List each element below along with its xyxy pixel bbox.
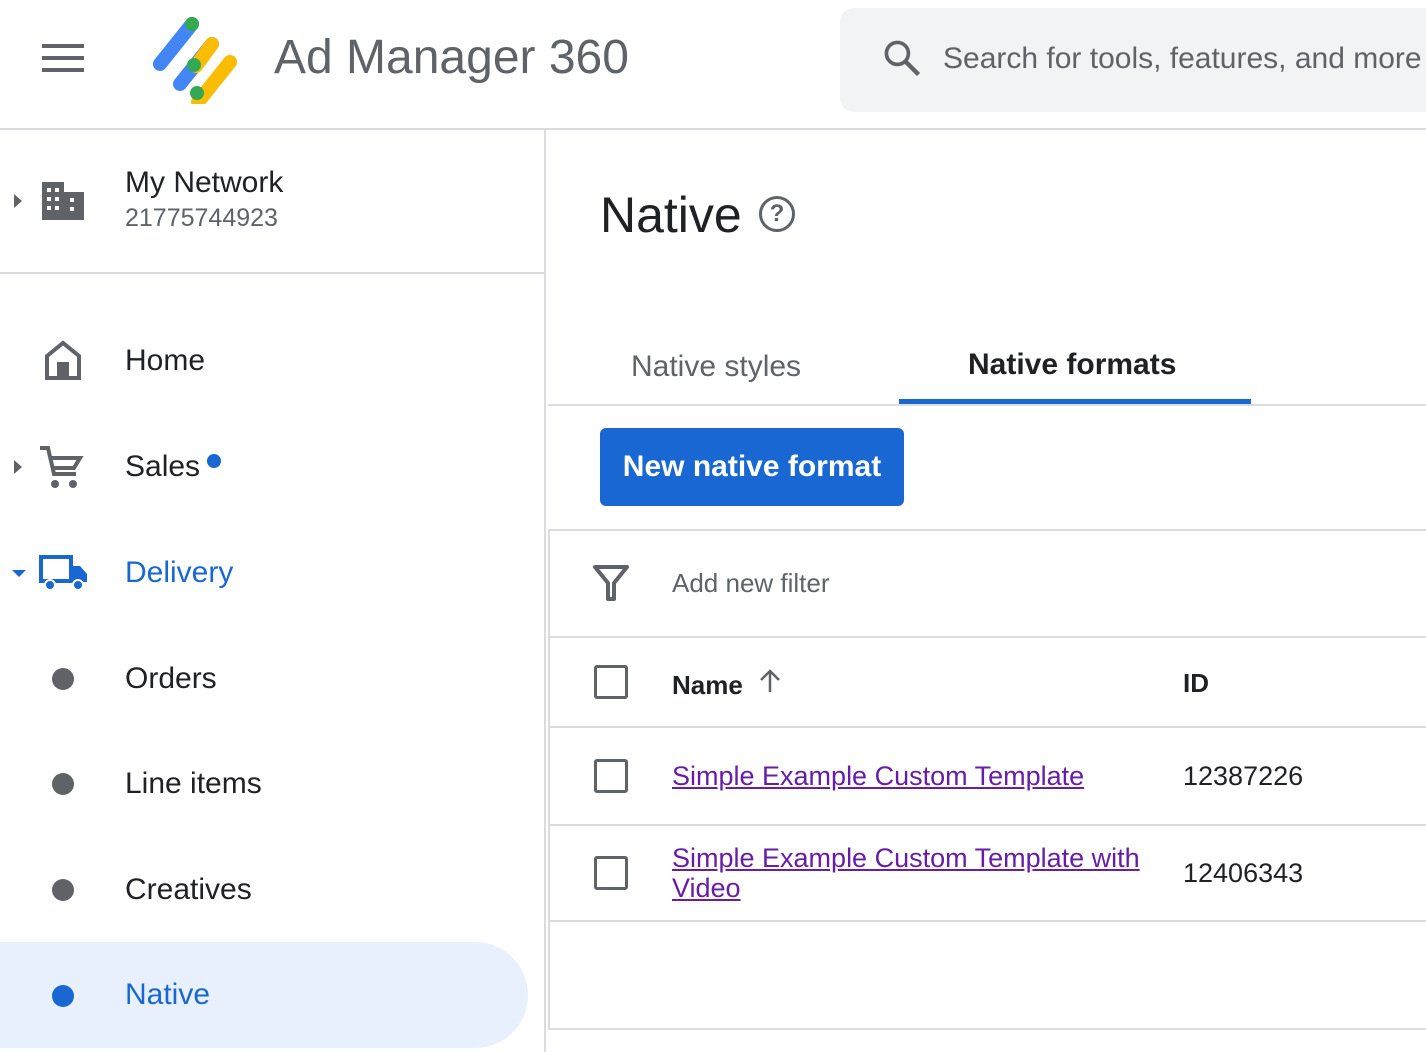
tab-native-styles[interactable]: Native styles bbox=[631, 350, 802, 383]
link-line[interactable]: Video bbox=[672, 873, 741, 903]
format-name-link[interactable]: Simple Example Custom Template bbox=[672, 761, 1085, 791]
sidebar-item-native[interactable]: Native bbox=[0, 942, 528, 1048]
help-icon[interactable]: ? bbox=[759, 196, 795, 232]
building-icon bbox=[42, 182, 84, 220]
sort-ascending-icon[interactable] bbox=[758, 668, 782, 694]
top-bar: Ad Manager 360 Search for tools, feature… bbox=[0, 0, 1426, 130]
sidebar-item-label: Line items bbox=[125, 767, 262, 800]
sidebar-item-label: Home bbox=[125, 344, 206, 377]
tab-native-formats[interactable]: Native formats bbox=[968, 348, 1177, 381]
home-icon bbox=[45, 340, 81, 380]
new-native-format-button[interactable]: New native format bbox=[600, 428, 904, 506]
notification-dot bbox=[207, 454, 221, 468]
caret-right-icon bbox=[14, 194, 22, 208]
search-input[interactable]: Search for tools, features, and more bbox=[943, 42, 1422, 75]
menu-icon[interactable] bbox=[42, 44, 84, 74]
sidebar-item-label: Delivery bbox=[125, 556, 234, 589]
divider bbox=[548, 824, 1426, 826]
row-checkbox[interactable] bbox=[594, 759, 628, 793]
search-bar[interactable] bbox=[840, 8, 1426, 112]
sidebar-item-label: Native bbox=[125, 978, 211, 1011]
bullet-icon bbox=[52, 668, 74, 690]
network-id: 21775744923 bbox=[125, 204, 278, 232]
active-tab-indicator bbox=[899, 399, 1251, 404]
divider bbox=[548, 1028, 1426, 1030]
sidebar bbox=[0, 130, 546, 1052]
divider bbox=[548, 636, 1426, 638]
network-selector[interactable]: My Network 21775744923 bbox=[0, 130, 546, 274]
cart-icon bbox=[40, 446, 84, 488]
bullet-icon bbox=[52, 773, 74, 795]
app-title: Ad Manager 360 bbox=[274, 31, 629, 84]
column-header-id[interactable]: ID bbox=[1183, 668, 1209, 698]
sidebar-item-label: Creatives bbox=[125, 873, 252, 906]
add-filter-input[interactable]: Add new filter bbox=[672, 568, 830, 598]
table-border bbox=[548, 530, 550, 1028]
column-header-name[interactable]: Name bbox=[672, 670, 743, 700]
link-line[interactable]: Simple Example Custom Template with bbox=[672, 843, 1140, 873]
bullet-icon bbox=[52, 985, 74, 1007]
caret-right-icon bbox=[14, 460, 22, 474]
bullet-icon bbox=[52, 879, 74, 901]
divider bbox=[548, 920, 1426, 922]
tab-divider bbox=[548, 404, 1426, 406]
network-name: My Network bbox=[125, 166, 284, 199]
page-title: Native bbox=[600, 187, 742, 243]
ad-manager-logo bbox=[153, 17, 237, 104]
sidebar-item-label: Orders bbox=[125, 662, 217, 695]
caret-down-icon bbox=[12, 570, 26, 577]
divider bbox=[548, 726, 1426, 728]
format-id: 12387226 bbox=[1183, 761, 1304, 791]
format-name-link[interactable]: Simple Example Custom Template with Video bbox=[672, 843, 1140, 903]
search-icon[interactable] bbox=[880, 36, 924, 80]
divider bbox=[548, 529, 1426, 531]
filter-icon[interactable] bbox=[593, 564, 629, 602]
select-all-checkbox[interactable] bbox=[594, 665, 628, 699]
format-id: 12406343 bbox=[1183, 858, 1304, 888]
truck-icon bbox=[39, 555, 87, 591]
row-checkbox[interactable] bbox=[594, 856, 628, 890]
sidebar-item-label: Sales bbox=[125, 450, 201, 483]
